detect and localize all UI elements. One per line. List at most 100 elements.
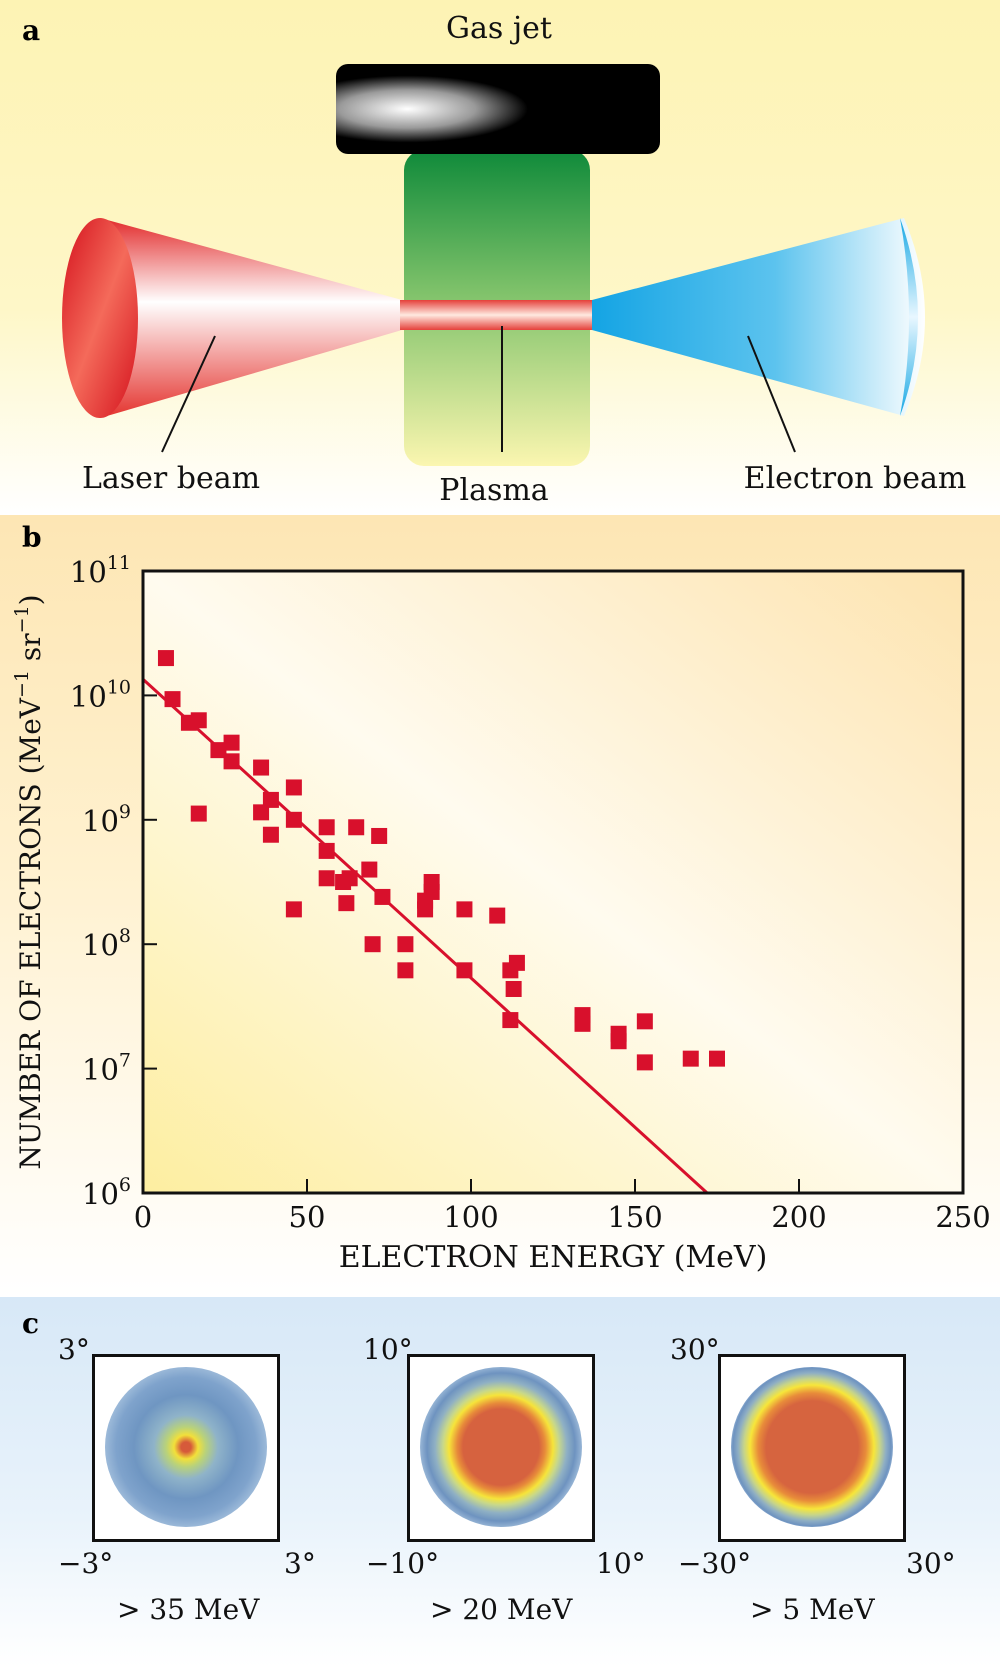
data-point (210, 742, 227, 759)
panel-c: c 3° −3° 3° > 35 MeV 10° −10° 10° > 20 M… (0, 1297, 1000, 1667)
y-axis-title-close: ) (14, 594, 47, 605)
electron-leader-line (747, 335, 796, 453)
x-axis-title: ELECTRON ENERGY (MeV) (339, 1240, 768, 1275)
data-points (157, 650, 725, 1071)
data-point (318, 819, 335, 836)
data-point (636, 1013, 653, 1030)
y-axis-title: NUMBER OF ELECTRONS (MeV−1 sr−1) (11, 594, 47, 1169)
laser-beam-end (62, 218, 138, 418)
laser-beam-cone (100, 218, 402, 418)
data-point (262, 826, 279, 843)
profile-3-left-label: −30° (678, 1547, 752, 1580)
data-point (682, 1050, 699, 1067)
data-point (223, 734, 240, 751)
data-point (190, 712, 207, 729)
profile-3-caption: > 5 MeV (750, 1593, 875, 1626)
y-axis-title-main: NUMBER OF ELECTRONS (MeV (14, 697, 47, 1169)
y-tick-label: 1011 (70, 552, 131, 589)
data-point (374, 888, 391, 905)
profile-3-right-label: 30° (906, 1547, 956, 1580)
profile-1-left-label: −3° (58, 1547, 114, 1580)
data-point (574, 1015, 591, 1032)
data-point (341, 870, 358, 887)
data-point (397, 936, 414, 953)
data-point (502, 1012, 519, 1029)
x-tick-label: 100 (443, 1200, 498, 1234)
panel-a: a (0, 0, 1000, 515)
data-point (508, 954, 525, 971)
data-point (223, 753, 240, 770)
x-tick-label: 150 (607, 1200, 662, 1234)
data-point (505, 980, 522, 997)
data-point (318, 842, 335, 859)
electron-beam-end (900, 218, 918, 416)
profile-1-frame (92, 1354, 280, 1542)
panel-b-letter: b (22, 521, 42, 554)
profile-3-frame (718, 1354, 906, 1542)
data-point (262, 791, 279, 808)
data-point (397, 962, 414, 979)
panel-a-letter: a (22, 14, 41, 47)
electron-beam-label: Electron beam (744, 461, 967, 496)
plot-area (143, 571, 963, 1193)
electron-beam-cone (592, 218, 925, 416)
y-tick-label: 109 (82, 801, 131, 838)
data-point (361, 861, 378, 878)
data-point (364, 936, 381, 953)
gas-jet-label: Gas jet (446, 11, 552, 46)
x-tick-label: 50 (289, 1200, 326, 1234)
plasma-label: Plasma (439, 473, 549, 508)
y-tick-label: 107 (82, 1050, 131, 1087)
data-point (164, 691, 181, 708)
data-point (489, 907, 506, 924)
y-axis-title-exp1: −1 (11, 670, 33, 698)
profile-2-caption: > 20 MeV (430, 1593, 572, 1626)
gas-jet-nozzle (336, 64, 660, 154)
x-axis-ticks: 0 50 100 150 200 250 (134, 1179, 991, 1234)
profile-2-top-label: 10° (363, 1333, 413, 1366)
data-point (285, 811, 302, 828)
profile-2-right-label: 10° (596, 1547, 646, 1580)
x-tick-label: 250 (935, 1200, 990, 1234)
profile-3-top-label: 30° (670, 1333, 720, 1366)
profile-1-beam-spot (105, 1367, 267, 1527)
data-point (423, 883, 440, 900)
data-point (348, 819, 365, 836)
data-point (636, 1054, 653, 1071)
profile-3-beam-spot (731, 1367, 893, 1527)
profile-1-caption: > 35 MeV (117, 1593, 259, 1626)
y-axis-title-exp2: −1 (11, 605, 33, 633)
y-axis-title-sr: sr (14, 633, 47, 670)
electron-spectrum-chart: 0 50 100 150 200 250 106 107 108 109 1010 1011 ELE… (11, 552, 991, 1275)
data-point (709, 1050, 725, 1067)
profile-2-frame (407, 1354, 595, 1542)
profile-2-beam-spot (420, 1367, 582, 1527)
profile-1-caption-text: 35 MeV (140, 1593, 260, 1626)
data-point (157, 650, 174, 667)
data-point (190, 805, 207, 822)
data-point (318, 870, 335, 887)
profile-1-right-label: 3° (284, 1547, 316, 1580)
setup-diagram: Gas jet Laser beam Plasma Electron beam (62, 11, 967, 508)
x-tick-label: 0 (134, 1200, 152, 1234)
data-point (338, 895, 355, 912)
data-point (456, 962, 473, 979)
profile-1-top-label: 3° (58, 1333, 90, 1366)
data-point (371, 827, 388, 844)
data-point (285, 779, 302, 796)
profile-3-caption-text: 5 MeV (773, 1593, 875, 1626)
y-tick-label: 108 (82, 925, 131, 962)
laser-beam-label: Laser beam (82, 461, 260, 496)
y-axis-ticks: 106 107 108 109 1010 1011 (70, 552, 157, 1211)
profile-1-caption-symbol: > (117, 1593, 141, 1626)
panel-b: b 0 50 100 150 200 250 106 107 108 109 1010 1011 E… (0, 515, 1000, 1297)
profile-3-caption-symbol: > (750, 1593, 774, 1626)
data-point (253, 759, 270, 776)
data-point (610, 1033, 627, 1050)
plot-frame (141, 569, 965, 1195)
profile-2-left-label: −10° (366, 1547, 440, 1580)
panel-c-letter: c (22, 1307, 40, 1340)
data-point (285, 901, 302, 918)
x-tick-label: 200 (771, 1200, 826, 1234)
profile-2-caption-text: 20 MeV (453, 1593, 573, 1626)
